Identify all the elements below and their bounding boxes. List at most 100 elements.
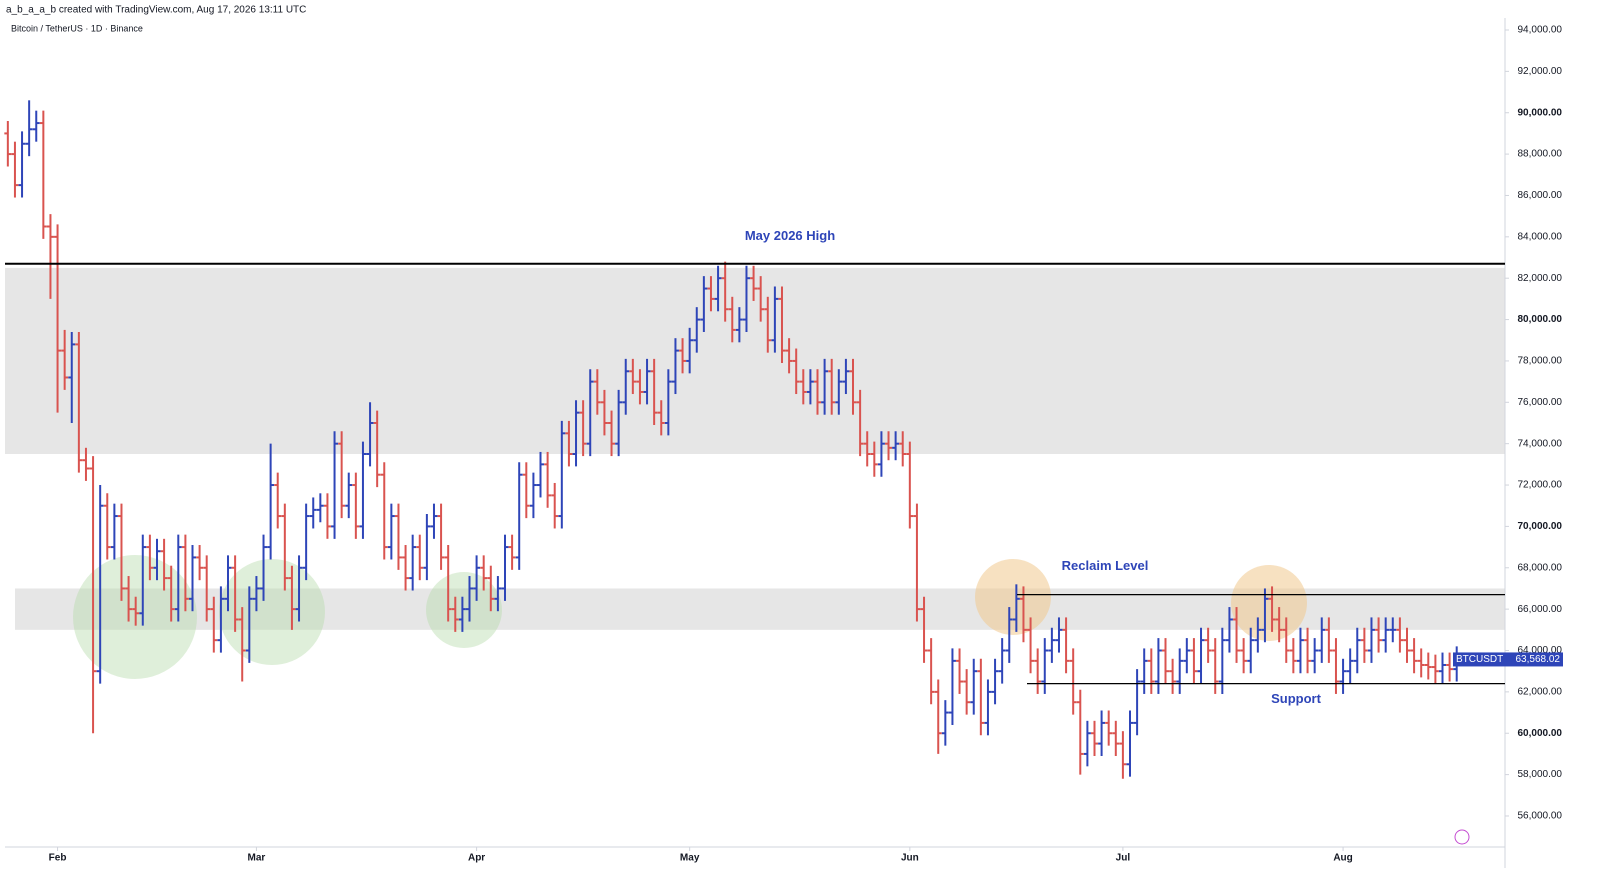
ohlc-bar <box>238 607 246 682</box>
ohlc-bar <box>643 358 651 405</box>
credit: a_b_a_a_b created with TradingView.com, … <box>6 5 306 16</box>
ohlc-bar <box>295 555 303 622</box>
ohlc-bar <box>110 503 118 560</box>
ohlc-bar <box>1218 627 1226 694</box>
ohlc-bar <box>657 400 665 436</box>
ohlc-bar <box>828 358 836 415</box>
y-tick-label: 64,000.00 <box>1518 645 1563 656</box>
ohlc-bar <box>785 338 793 374</box>
ohlc-bar <box>338 431 346 519</box>
y-tick-label: 56,000.00 <box>1518 811 1563 822</box>
ohlc-bar <box>735 307 743 343</box>
ohlc-bar <box>25 100 33 157</box>
ohlc-bar <box>1211 638 1219 694</box>
ohlc-bar <box>82 447 90 481</box>
ohlc-bar <box>75 331 83 473</box>
ohlc-bar <box>252 576 260 612</box>
ohlc-bar <box>331 431 339 539</box>
ohlc-bar <box>529 472 537 519</box>
ohlc-bar <box>117 503 125 601</box>
ohlc-bar <box>565 420 573 467</box>
ohlc-bar <box>501 534 509 601</box>
x-tick-label: Apr <box>468 853 485 864</box>
x-tick-label: Feb <box>49 853 67 864</box>
last-price-symbol: BTCUSDT <box>1456 654 1503 665</box>
y-tick-label: 82,000.00 <box>1518 273 1563 284</box>
x-tick-label: Jul <box>1116 853 1131 864</box>
ohlc-bar <box>1098 710 1106 756</box>
ohlc-bar <box>1382 617 1390 653</box>
ohlc-bar <box>1176 648 1184 694</box>
ohlc-bar <box>814 369 821 415</box>
ohlc-bar <box>821 358 829 415</box>
x-tick-label: Aug <box>1333 853 1352 864</box>
y-tick-label: 92,000.00 <box>1518 66 1563 77</box>
ohlc-bar <box>160 538 168 591</box>
y-tick-label: 84,000.00 <box>1518 231 1563 242</box>
ohlc-bar <box>146 534 154 581</box>
ohlc-bar <box>920 596 928 663</box>
ohlc-bar <box>629 358 637 395</box>
ohlc-bar <box>579 400 587 457</box>
ohlc-bar <box>1389 617 1397 643</box>
ohlc-bar <box>714 265 722 312</box>
ohlc-bar <box>68 331 76 423</box>
ohlc-bar <box>444 545 452 622</box>
ohlc-bar <box>1332 638 1340 694</box>
y-tick-label: 66,000.00 <box>1518 604 1563 615</box>
ohlc-bar <box>671 338 679 395</box>
ohlc-bar <box>373 410 381 488</box>
y-tick-label: 94,000.00 <box>1518 25 1563 36</box>
ohlc-bar <box>778 286 786 364</box>
ohlc-bar <box>622 358 630 415</box>
ohlc-bar <box>1055 617 1063 653</box>
ohlc-bar <box>806 369 814 405</box>
ohlc-bar <box>586 369 594 457</box>
ohlc-bar <box>1162 638 1170 684</box>
ohlc-bar <box>1169 658 1177 694</box>
ohlc-bar <box>387 503 395 560</box>
ohlc-bar <box>750 265 758 301</box>
x-tick-label: Jun <box>901 853 919 864</box>
ohlc-bar <box>1346 648 1354 684</box>
ohlc-bar <box>956 648 964 694</box>
ohlc-bar <box>1439 652 1446 684</box>
y-tick-label: 78,000.00 <box>1518 356 1563 367</box>
ohlc-bar <box>608 410 616 457</box>
ohlc-bar <box>61 329 69 390</box>
ohlc-bar <box>1396 617 1404 653</box>
ohlc-bar <box>458 596 466 632</box>
ohlc-bar <box>125 576 133 622</box>
icon <box>1454 829 1470 845</box>
ohlc-bar <box>323 493 331 539</box>
ohlc-bar <box>309 497 317 529</box>
annotation: May 2026 High <box>745 228 835 243</box>
ohlc-bar <box>1296 627 1304 674</box>
ohlc-bar <box>18 131 26 198</box>
ohlc-bar <box>984 679 992 736</box>
ohlc-bar <box>1119 731 1127 779</box>
ohlc-bar <box>870 441 878 477</box>
ohlc-bar <box>757 276 765 322</box>
y-tick-label: 76,000.00 <box>1518 397 1563 408</box>
ohlc-bar <box>1197 627 1205 684</box>
ohlc-bar <box>1204 627 1212 663</box>
ohlc-bar <box>1041 638 1049 694</box>
ohlc-bar <box>835 369 843 415</box>
ohlc-bar <box>508 534 516 570</box>
ohlc-bar <box>1105 710 1113 746</box>
ohlc-bar <box>1325 617 1333 663</box>
ohlc-bar <box>948 648 956 725</box>
ohlc-bar <box>1147 648 1155 694</box>
chart-title: Bitcoin / TetherUS · 1D · Binance <box>11 23 143 33</box>
ohlc-bar <box>1048 627 1056 663</box>
ohlc-bar <box>1268 586 1276 632</box>
ohlc-bar <box>380 462 388 560</box>
ohlc-bar <box>1375 617 1383 653</box>
y-tick-label: 74,000.00 <box>1518 438 1563 449</box>
ohlc-bar <box>1360 627 1368 663</box>
ohlc-bar <box>885 431 893 461</box>
ohlc-bar <box>1225 607 1233 653</box>
